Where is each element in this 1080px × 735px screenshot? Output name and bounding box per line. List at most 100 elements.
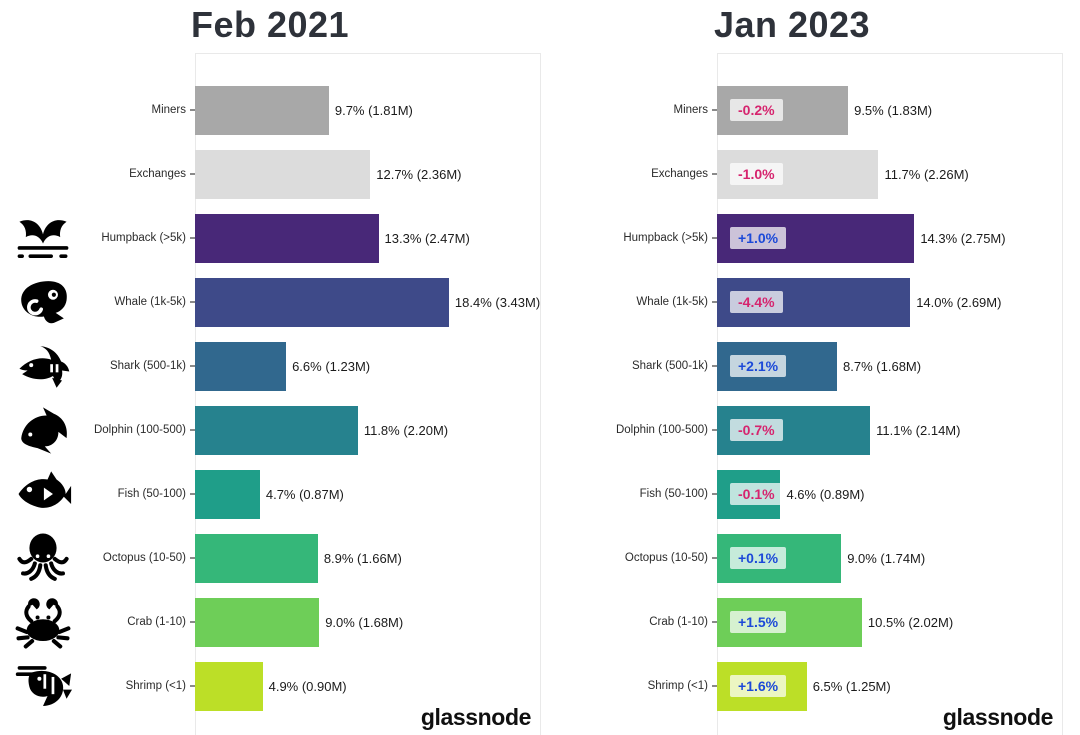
value-label: 6.6% (1.23M) [292,358,371,374]
category-label: Exchanges [522,168,717,180]
bar-whale-1k-5k[interactable] [195,277,449,327]
value-label: 13.3% (2.47M) [384,230,470,246]
bar-crab-1-10[interactable]: +1.5% [717,597,862,647]
bar-octopus-10-50[interactable] [195,533,318,583]
axis-tick [712,493,717,495]
bar-row: Humpback (>5k) +1.0% 14.3% (2.75M) [522,206,1062,270]
bar-row: Crab (1-10) 9.0% (1.68M) [0,590,540,654]
value-label: 9.0% (1.74M) [847,550,926,566]
axis-tick [190,109,195,111]
axis-tick [712,109,717,111]
bar-shrimp-1[interactable] [195,661,263,711]
value-label: 4.6% (0.89M) [786,486,865,502]
axis-tick [712,365,717,367]
axis-tick [190,557,195,559]
bar-track: 9.7% (1.81M) [195,85,540,135]
axis-tick [712,173,717,175]
glassnode-watermark: glassnode [942,704,1054,730]
delta-badge: -0.7% [730,419,783,441]
bar-humpback-5k[interactable] [195,213,379,263]
category-label: Humpback (>5k) [0,232,195,244]
value-label: 10.5% (2.02M) [867,614,954,630]
delta-badge: -4.4% [730,291,783,313]
bar-octopus-10-50[interactable]: +0.1% [717,533,842,583]
bar-row: Dolphin (100-500) -0.7% 11.1% (2.14M) [522,398,1062,462]
bar-dolphin-100-500[interactable] [195,405,358,455]
delta-badge: +1.6% [730,675,787,697]
bar-fish-50-100[interactable] [195,469,260,519]
chart-feb-2021: Feb 2021 glassnode Miners 9.7% (1.81M) Exc… [0,4,541,735]
bar-track: 4.9% (0.90M) [195,661,540,711]
category-label: Dolphin (100-500) [522,424,717,436]
delta-badge: -0.1% [730,483,783,505]
chart-title: Feb 2021 [190,4,350,45]
axis-tick [190,621,195,623]
value-label: 14.3% (2.75M) [920,230,1006,246]
bar-row: Exchanges 12.7% (2.36M) [0,142,540,206]
axis-tick [712,557,717,559]
bar-exchanges[interactable] [195,149,371,199]
value-label: 8.7% (1.68M) [843,358,922,374]
bar-track: -4.4% 14.0% (2.69M) [717,277,1062,327]
bar-shark-500-1k[interactable] [195,341,287,391]
bar-miners[interactable]: -0.2% [717,85,849,135]
bar-track: -0.2% 9.5% (1.83M) [717,85,1062,135]
bar-track: -0.7% 11.1% (2.14M) [717,405,1062,455]
bar-shark-500-1k[interactable]: +2.1% [717,341,838,391]
category-label: Octopus (10-50) [522,552,717,564]
bar-row: Shrimp (<1) +1.6% 6.5% (1.25M) [522,654,1062,718]
delta-badge: +2.1% [730,355,787,377]
category-label: Miners [522,104,717,116]
category-label: Shark (500-1k) [0,360,195,372]
bar-dolphin-100-500[interactable]: -0.7% [717,405,871,455]
dolphin-icon [21,407,67,454]
bar-track: 18.4% (3.43M) [195,277,540,327]
value-label: 14.0% (2.69M) [916,294,1002,310]
chart-rows: Miners 9.7% (1.81M) Exchanges 12.7% (2.36M)… [0,85,540,718]
category-label: Dolphin (100-500) [0,424,195,436]
axis-tick [712,237,717,239]
value-label: 11.1% (2.14M) [876,422,961,438]
category-label: Whale (1k-5k) [522,296,717,308]
category-label: Crab (1-10) [522,616,717,628]
bar-track: +1.6% 6.5% (1.25M) [717,661,1062,711]
bar-exchanges[interactable]: -1.0% [717,149,879,199]
chart-title: Jan 2023 [713,4,871,45]
bar-row: Exchanges -1.0% 11.7% (2.26M) [522,142,1062,206]
bar-row: Fish (50-100) 4.7% (0.87M) [0,462,540,526]
bar-shrimp-1[interactable]: +1.6% [717,661,807,711]
bar-track: 9.0% (1.68M) [195,597,540,647]
delta-badge: +1.5% [730,611,787,633]
bar-crab-1-10[interactable] [195,597,320,647]
value-label: 11.8% (2.20M) [363,422,449,438]
delta-badge: -1.0% [730,163,783,185]
axis-tick [712,621,717,623]
bar-whale-1k-5k[interactable]: -4.4% [717,277,911,327]
chart-jan-2023: Jan 2023 glassnode Miners -0.2% 9.5% (1.83… [522,0,1063,735]
bar-row: Dolphin (100-500) 11.8% (2.20M) [0,398,540,462]
category-label: Octopus (10-50) [0,552,195,564]
crab-icon [15,598,71,649]
axis-tick [190,365,195,367]
bar-humpback-5k[interactable]: +1.0% [717,213,915,263]
bar-track: 11.8% (2.20M) [195,405,540,455]
category-label: Fish (50-100) [0,488,195,500]
bar-row: Whale (1k-5k) -4.4% 14.0% (2.69M) [522,270,1062,334]
bar-miners[interactable] [195,85,329,135]
bar-track: -0.1% 4.6% (0.89M) [717,469,1062,519]
axis-tick [190,173,195,175]
octopus-icon [17,533,69,581]
bar-track: 12.7% (2.36M) [195,149,540,199]
bar-row: Shrimp (<1) 4.9% (0.90M) [0,654,540,718]
value-label: 12.7% (2.36M) [376,166,462,182]
axis-tick [190,301,195,303]
category-label: Shrimp (<1) [0,680,195,692]
bar-row: Humpback (>5k) 13.3% (2.47M) [0,206,540,270]
axis-tick [712,301,717,303]
bar-row: Octopus (10-50) 8.9% (1.66M) [0,526,540,590]
bar-fish-50-100[interactable]: -0.1% [717,469,783,519]
axis-tick [190,237,195,239]
value-label: 9.5% (1.83M) [854,102,933,118]
whale-icon [21,281,67,324]
bar-track: -1.0% 11.7% (2.26M) [717,149,1062,199]
